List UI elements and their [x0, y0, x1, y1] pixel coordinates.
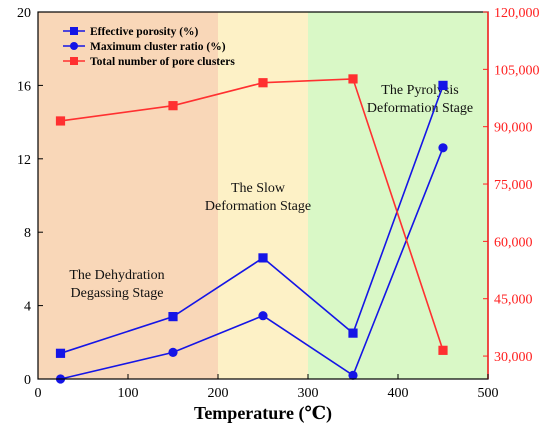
- series-2-point-5: [438, 143, 448, 153]
- left-tick-label: 20: [17, 6, 31, 21]
- legend-label-3: Total number of pore clusters: [90, 56, 235, 68]
- series-1-point-3: [258, 253, 268, 263]
- left-tick-label: 0: [24, 373, 31, 388]
- stage-label-1-line-2: Degassing Stage: [71, 286, 164, 301]
- right-tick-label: 30,000: [494, 350, 533, 365]
- left-tick-label: 4: [24, 300, 31, 315]
- right-tick-label: 90,000: [494, 121, 533, 136]
- stage-label-2-line-1: The Slow: [231, 181, 286, 196]
- legend-swatch-marker-1: [70, 27, 78, 35]
- x-axis-ticks: 0 100 200 300 400 500: [35, 374, 499, 401]
- series-2-point-2: [168, 347, 178, 357]
- series-2-point-3: [258, 311, 268, 321]
- right-tick-label: 75,000: [494, 178, 533, 193]
- stage-label-3-line-2: Deformation Stage: [367, 101, 473, 116]
- legend: Effective porosity (%) Maximum cluster ra…: [63, 26, 235, 68]
- series-3-point-3: [258, 78, 268, 88]
- legend-swatch-marker-2: [70, 42, 78, 50]
- x-tick-label: 300: [298, 386, 319, 401]
- right-tick-label: 105,000: [494, 63, 540, 78]
- x-tick-label: 200: [208, 386, 229, 401]
- stage-label-1-line-1: The Dehydration: [69, 268, 164, 283]
- legend-label-1: Effective porosity (%): [90, 26, 199, 38]
- series-1-point-2: [168, 312, 178, 322]
- x-axis-title: Temperature (℃): [194, 403, 332, 424]
- x-tick-label: 500: [478, 386, 499, 401]
- stage-region-1: [38, 12, 218, 379]
- left-tick-label: 8: [24, 226, 31, 241]
- series-3-point-2: [168, 101, 178, 111]
- series-3-point-5: [438, 345, 448, 355]
- stage-regions: [38, 12, 488, 379]
- series-1-point-5: [438, 80, 448, 90]
- stage-label-2-line-2: Deformation Stage: [205, 199, 311, 214]
- right-axis-ticks: 30,000 45,000 60,000 75,000 90,000 105,000 120…: [483, 6, 540, 379]
- series-2-point-4: [348, 370, 358, 380]
- series-1-point-1: [55, 348, 66, 358]
- right-tick-label: 60,000: [494, 235, 533, 250]
- x-tick-label: 100: [118, 386, 139, 401]
- right-tick-label: 45,000: [494, 293, 533, 308]
- left-tick-label: 16: [17, 79, 31, 94]
- left-tick-label: 12: [17, 153, 31, 168]
- series-3-point-1: [55, 116, 66, 126]
- series-markers: [55, 74, 448, 384]
- legend-label-2: Maximum cluster ratio (%): [90, 41, 226, 53]
- legend-swatch-marker-3: [70, 57, 78, 65]
- x-tick-label: 400: [388, 386, 409, 401]
- series-3-point-4: [348, 74, 358, 84]
- right-tick-label: 120,000: [494, 6, 540, 21]
- stage-region-3: [308, 12, 488, 379]
- series-1-point-4: [348, 328, 358, 338]
- left-axis-ticks: 0 4 8 12 16 20: [17, 6, 43, 388]
- x-tick-label: 0: [35, 386, 42, 401]
